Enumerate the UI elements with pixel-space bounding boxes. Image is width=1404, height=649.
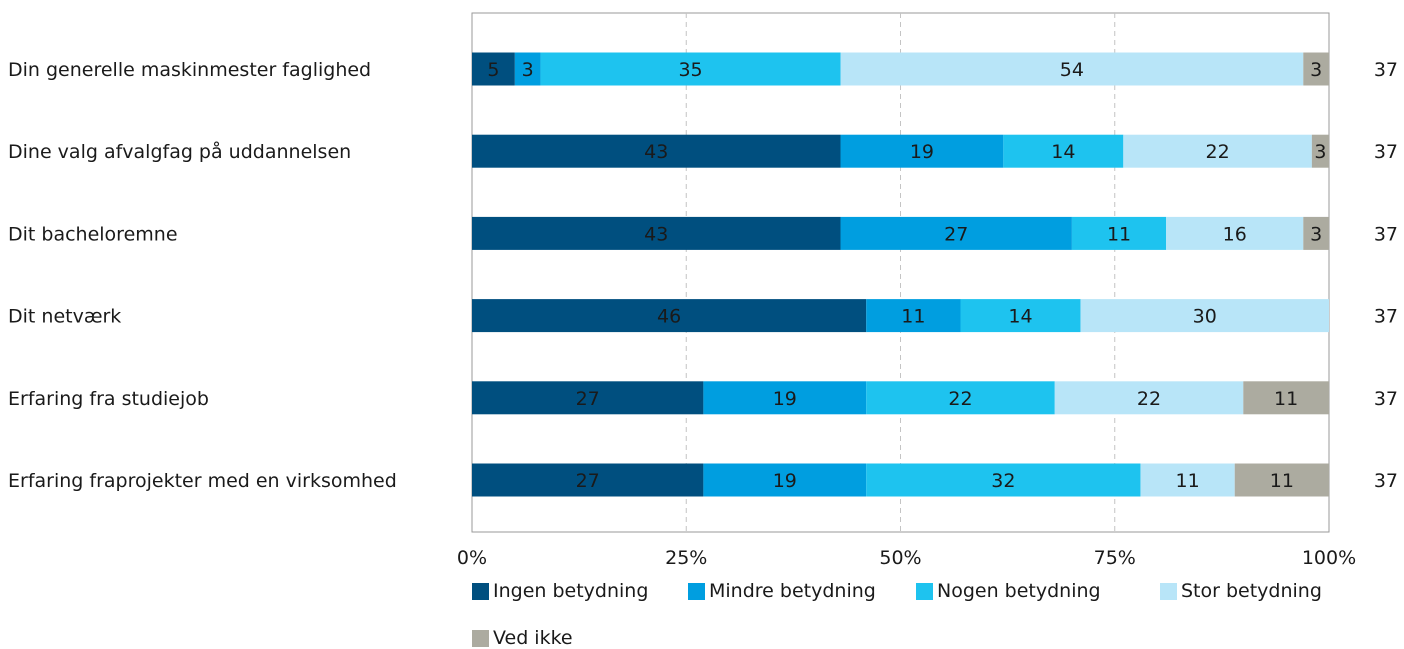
legend-swatch [472,629,489,647]
x-tick-label: 25% [665,547,707,569]
bar-value-label: 3 [1310,59,1322,81]
bar-segment [866,463,1141,497]
category-label: Dine valg afvalgfag på uddannelsen [8,140,351,163]
bar-segment [472,381,704,415]
legend-item: Mindre betydning [688,580,876,602]
bar-value-label: 11 [1176,470,1200,492]
bar-segment [840,134,1004,168]
bar-value-label: 54 [1060,59,1084,81]
n-count-label: 37 [1374,59,1398,81]
legend-label: Stor betydning [1181,580,1322,602]
legend-label: Ingen betydning [493,580,649,602]
bar-segment [840,52,1304,86]
bar-value-label: 22 [1137,388,1161,410]
bar-segment [514,52,541,86]
bar-segment [472,134,841,168]
bar-value-label: 11 [1274,388,1298,410]
category-label: Erfaring fra studiejob [8,388,209,410]
category-label: Dit netværk [8,306,121,328]
legend-item: Ingen betydning [472,580,648,602]
legend-item: Ved ikke [472,627,573,649]
bar-value-label: 11 [901,306,925,328]
bar-segment [472,216,841,250]
bar-value-label: 14 [1008,306,1032,328]
legend-swatch [916,582,933,600]
bar-value-label: 16 [1223,223,1247,245]
bar-value-label: 46 [657,306,681,328]
x-tick-label: 0% [457,547,487,569]
bar-segment [840,216,1072,250]
bar-segment [1311,134,1329,168]
category-label: Dit bacheloremne [8,223,178,245]
n-count-label: 37 [1374,388,1398,410]
bar-value-label: 43 [644,141,668,163]
x-tick-label: 100% [1302,547,1356,569]
bar-value-label: 11 [1107,223,1131,245]
bar-segment [472,299,867,333]
category-label: Din generelle maskinmester faglighed [8,59,371,81]
bar-segment [1080,299,1329,333]
bar-value-label: 27 [576,388,600,410]
bar-value-label: 3 [1314,141,1326,163]
bar-segment [703,381,867,415]
bar-value-label: 3 [1310,223,1322,245]
bar-segment [472,463,704,497]
bar-value-label: 3 [522,59,534,81]
bar-segment [1071,216,1167,250]
bar-value-label: 22 [1205,141,1229,163]
legend-swatch [472,582,489,600]
bar-segment [1140,463,1235,497]
x-tick-label: 75% [1094,547,1136,569]
n-count-label: 37 [1374,470,1398,492]
bar-value-label: 22 [948,388,972,410]
bar-segment [703,463,867,497]
legend-label: Nogen betydning [937,580,1101,602]
bar-segment [960,299,1081,333]
bar-value-label: 27 [576,470,600,492]
legend-item: Nogen betydning [916,580,1101,602]
bar-value-label: 11 [1270,470,1294,492]
legend-label: Mindre betydning [709,580,876,602]
bar-value-label: 43 [644,223,668,245]
bar-segment [1123,134,1312,168]
legend-swatch [1160,582,1177,600]
legend-swatch [688,582,705,600]
bar-segment [1243,381,1329,415]
bar-value-label: 27 [944,223,968,245]
bar-value-label: 30 [1193,306,1217,328]
n-count-label: 37 [1374,306,1398,328]
bar-value-label: 19 [910,141,934,163]
x-tick-label: 50% [879,547,921,569]
bar-segment [866,299,961,333]
bar-value-label: 14 [1051,141,1075,163]
bar-value-label: 35 [678,59,702,81]
legend-item: Stor betydning [1160,580,1322,602]
bar-value-label: 32 [991,470,1015,492]
bar-segment [540,52,841,86]
legend-label: Ved ikke [493,627,573,649]
bar-segment [1234,463,1329,497]
bar-value-label: 19 [773,470,797,492]
bar-segment [472,52,515,86]
bar-segment [1003,134,1124,168]
bar-segment [1303,216,1329,250]
bar-segment [866,381,1055,415]
bar-value-label: 5 [487,59,499,81]
n-count-label: 37 [1374,141,1398,163]
bar-segment [1166,216,1304,250]
bar-segment [1303,52,1329,86]
category-label: Erfaring fraprojekter med en virksomhed [8,470,397,492]
bar-segment [1054,381,1244,415]
bar-value-label: 19 [773,388,797,410]
n-count-label: 37 [1374,223,1398,245]
